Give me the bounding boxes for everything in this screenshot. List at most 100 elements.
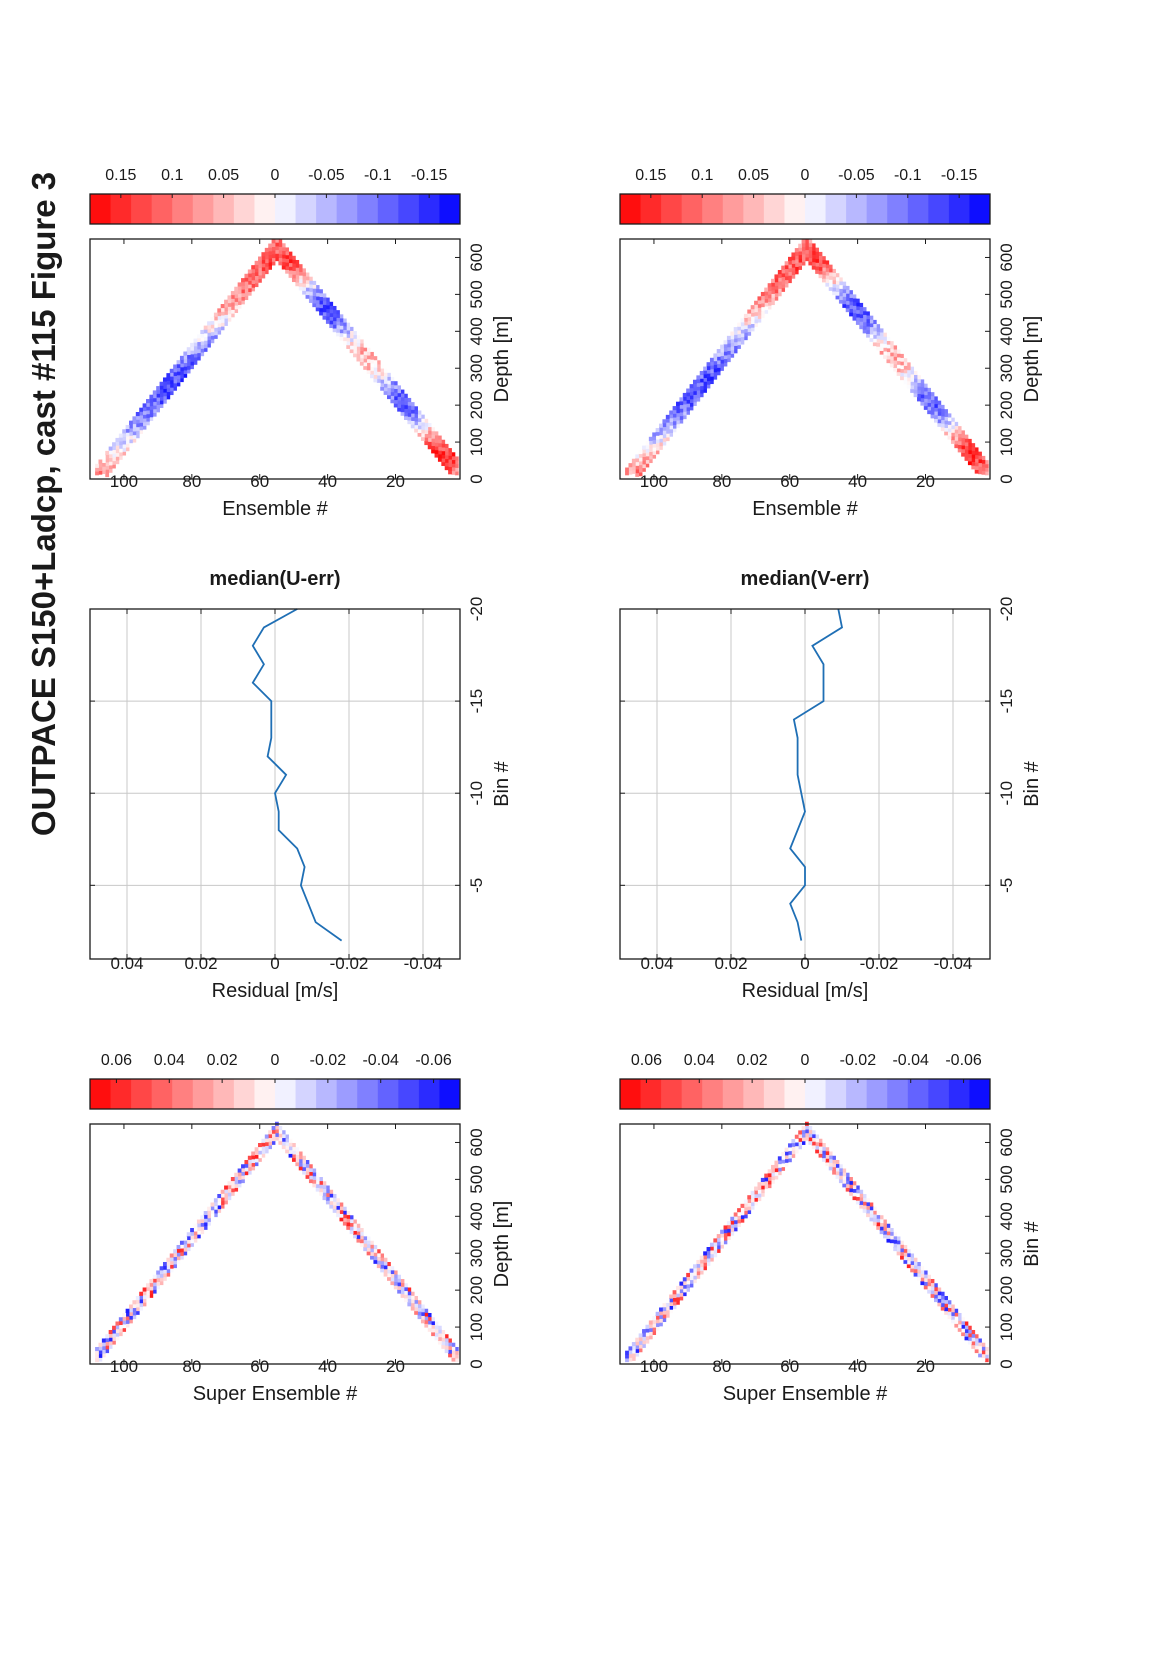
heatmap-cell bbox=[801, 1137, 806, 1142]
colorbar-segment bbox=[928, 1079, 950, 1109]
heatmap-cell bbox=[213, 320, 218, 325]
heatmap-cell bbox=[740, 321, 745, 327]
residual-tick-label: -0.04 bbox=[934, 954, 973, 973]
heatmap-cell bbox=[186, 347, 191, 352]
heatmap-cell bbox=[913, 1265, 918, 1270]
heatmap-cell bbox=[893, 363, 898, 368]
heatmap-cell bbox=[254, 260, 259, 265]
heatmap-cell bbox=[346, 333, 351, 338]
heatmap-cell bbox=[706, 365, 711, 370]
heatmap-cell bbox=[821, 259, 826, 264]
heatmap-cell bbox=[285, 265, 289, 271]
heatmap-cell bbox=[247, 269, 252, 274]
heatmap-cell bbox=[363, 347, 368, 352]
heatmap-cell bbox=[213, 323, 218, 328]
heatmap-cell bbox=[101, 469, 106, 475]
heatmap-cell bbox=[152, 1285, 157, 1290]
colorbar-segment bbox=[887, 1079, 909, 1109]
heatmap-cell bbox=[655, 450, 660, 455]
heatmap-cell bbox=[108, 1329, 113, 1335]
heatmap-cell bbox=[451, 463, 456, 468]
heatmap-cell bbox=[346, 1225, 351, 1230]
heatmap-cell bbox=[308, 280, 313, 285]
heatmap-cell bbox=[332, 1201, 337, 1206]
heatmap-cell bbox=[376, 367, 381, 372]
heatmap-cell bbox=[648, 447, 653, 452]
heatmap-cell bbox=[665, 429, 670, 434]
heatmap-cell bbox=[659, 1318, 663, 1323]
heatmap-cell bbox=[869, 319, 874, 324]
heatmap-cell bbox=[166, 373, 171, 378]
heatmap-cell bbox=[933, 1283, 938, 1288]
heatmap-cell bbox=[295, 282, 300, 287]
colorbar-segment bbox=[357, 194, 379, 224]
heatmap-cell bbox=[944, 420, 948, 425]
heatmap-cell bbox=[366, 1236, 371, 1241]
heatmap-cell bbox=[906, 377, 911, 382]
heatmap-cell bbox=[176, 1256, 181, 1261]
heatmap-cell bbox=[672, 420, 677, 425]
heatmap-cell bbox=[781, 269, 786, 274]
heatmap-cell bbox=[883, 340, 887, 345]
heatmap-cell bbox=[872, 1206, 877, 1211]
heatmap-cell bbox=[162, 1269, 167, 1274]
heatmap-cell bbox=[957, 1327, 962, 1332]
heatmap-cell bbox=[332, 309, 337, 314]
heatmap-cell bbox=[726, 335, 731, 340]
heatmap-cell bbox=[896, 1236, 901, 1241]
heatmap-cell bbox=[726, 358, 731, 363]
heatmap-cell bbox=[207, 332, 211, 337]
heatmap-cell bbox=[241, 300, 245, 305]
heatmap-cell bbox=[947, 1315, 952, 1320]
heatmap-cell bbox=[906, 1252, 911, 1258]
heatmap-cell bbox=[278, 250, 283, 255]
heatmap-cell bbox=[876, 1218, 881, 1223]
heatmap-cell bbox=[227, 313, 232, 318]
heatmap-cell bbox=[434, 1332, 439, 1337]
heatmap-cell bbox=[747, 1195, 752, 1200]
heatmap-cell bbox=[373, 1248, 378, 1253]
heatmap-cell bbox=[672, 1297, 677, 1302]
heatmap-cell bbox=[278, 1133, 283, 1138]
heatmap-cell bbox=[261, 263, 266, 268]
heatmap-cell bbox=[750, 319, 755, 324]
heatmap-cell bbox=[679, 1296, 684, 1301]
heatmap-cell bbox=[713, 371, 718, 376]
heatmap-cell bbox=[319, 307, 323, 312]
heatmap-cell bbox=[125, 439, 130, 444]
heatmap-cell bbox=[322, 304, 327, 309]
heatmap-cell bbox=[305, 290, 310, 296]
heatmap-cell bbox=[390, 391, 395, 396]
heatmap-cell bbox=[312, 284, 317, 289]
heatmap-cell bbox=[397, 403, 401, 408]
heatmap-cell bbox=[159, 400, 164, 405]
heatmap-cell bbox=[427, 1316, 432, 1321]
heatmap-cell bbox=[631, 462, 636, 467]
heatmap-cell bbox=[964, 1325, 969, 1330]
heatmap-cell bbox=[842, 1175, 847, 1180]
heatmap-cell bbox=[706, 369, 711, 374]
heatmap-cell bbox=[359, 346, 364, 351]
heatmap-cell bbox=[699, 1259, 704, 1264]
heatmap-cell bbox=[917, 389, 921, 395]
ensemble-tick-label: 100 bbox=[110, 1357, 138, 1376]
heatmap-cell bbox=[662, 422, 667, 428]
colorbar-segment bbox=[172, 194, 194, 224]
heatmap-cell bbox=[268, 258, 273, 263]
heatmap-cell bbox=[781, 1166, 786, 1171]
heatmap-cell bbox=[788, 1147, 792, 1152]
heatmap-cell bbox=[132, 1307, 137, 1312]
heatmap-cell bbox=[407, 420, 412, 425]
heatmap-cell bbox=[193, 1231, 198, 1236]
heatmap-cell bbox=[665, 433, 670, 438]
colorbar-tick-label: 0.04 bbox=[684, 1052, 715, 1069]
heatmap-cell bbox=[699, 378, 704, 383]
heatmap-cell bbox=[906, 384, 911, 389]
heatmap-cell bbox=[699, 1263, 704, 1268]
heatmap-cell bbox=[815, 1141, 819, 1146]
colorbar-segment bbox=[377, 194, 399, 224]
heatmap-cell bbox=[689, 1275, 694, 1281]
heatmap-cell bbox=[703, 1251, 707, 1256]
colorbar-segment bbox=[151, 1079, 173, 1109]
heatmap-cell bbox=[696, 1263, 701, 1268]
